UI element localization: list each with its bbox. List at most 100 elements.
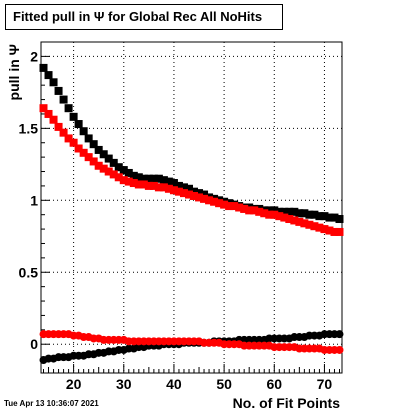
x-tick-label: 60	[266, 376, 282, 392]
data-point	[290, 207, 299, 216]
y-tick-label: 2	[30, 48, 38, 64]
data-point	[335, 227, 344, 236]
data-point	[255, 207, 264, 216]
data-point	[99, 150, 108, 159]
data-point	[330, 227, 339, 236]
data-point	[54, 86, 63, 95]
chart-title: Fitted pull in Ψ for Global Rec All NoHi…	[5, 4, 283, 30]
data-point	[114, 173, 123, 182]
x-tick-label: 40	[166, 376, 182, 392]
data-point	[129, 171, 138, 180]
data-point	[250, 206, 259, 215]
data-point	[260, 209, 269, 218]
data-point	[295, 209, 304, 218]
data-point	[159, 176, 168, 185]
data-point	[240, 204, 249, 213]
data-point	[325, 226, 334, 235]
data-point	[99, 164, 108, 173]
data-point	[265, 210, 274, 219]
data-point	[184, 190, 193, 199]
y-tick-label: 1.5	[19, 120, 39, 136]
data-point	[195, 193, 204, 202]
data-point	[265, 206, 274, 215]
series-4	[39, 330, 344, 354]
data-point	[325, 213, 334, 222]
data-point	[215, 199, 224, 208]
data-point	[220, 200, 229, 209]
data-point	[134, 173, 143, 182]
data-point	[305, 210, 314, 219]
data-point	[320, 225, 329, 234]
axis-ticks	[41, 41, 340, 374]
series-2	[39, 104, 344, 236]
data-point	[315, 212, 324, 221]
data-point	[179, 183, 188, 192]
data-point	[149, 181, 158, 190]
x-tick-label: 20	[66, 376, 82, 392]
data-point	[210, 197, 219, 206]
data-point	[39, 63, 48, 72]
data-point	[139, 180, 148, 189]
data-point	[69, 138, 78, 147]
data-point	[44, 71, 53, 80]
data-point	[149, 174, 158, 183]
data-point	[119, 166, 128, 175]
data-point	[124, 168, 133, 177]
data-point	[275, 207, 284, 216]
data-point	[129, 179, 138, 188]
data-point	[310, 210, 319, 219]
data-point	[54, 122, 63, 131]
data-point	[59, 128, 68, 137]
data-point	[295, 217, 304, 226]
data-point	[119, 176, 128, 185]
data-point	[89, 140, 98, 149]
data-point	[104, 167, 113, 176]
data-point	[109, 158, 118, 167]
data-point	[124, 177, 133, 186]
data-point	[44, 109, 53, 118]
y-tick-label: 0	[30, 336, 38, 352]
data-point	[305, 220, 314, 229]
data-point	[190, 187, 199, 196]
data-point	[64, 104, 73, 113]
data-point	[335, 345, 344, 354]
data-point	[144, 174, 153, 183]
data-point	[84, 134, 93, 143]
data-point	[320, 212, 329, 221]
data-point	[64, 134, 73, 143]
data-point	[300, 219, 309, 228]
data-point	[315, 223, 324, 232]
data-point	[164, 177, 173, 186]
data-points	[39, 63, 344, 365]
data-point	[89, 157, 98, 166]
y-axis-label: pull in Ψ	[6, 44, 22, 100]
data-point	[164, 184, 173, 193]
data-point	[275, 212, 284, 221]
data-point	[270, 210, 279, 219]
y-tick-label: 1	[30, 192, 38, 208]
data-point	[159, 183, 168, 192]
x-tick-label: 70	[317, 376, 333, 392]
data-point	[285, 215, 294, 224]
data-point	[169, 179, 178, 188]
data-point	[195, 189, 204, 198]
data-point	[144, 181, 153, 190]
data-point	[235, 203, 244, 212]
data-point	[139, 174, 148, 183]
data-point	[74, 120, 83, 129]
data-point	[245, 206, 254, 215]
data-point	[94, 145, 103, 154]
data-point	[280, 207, 289, 216]
data-point	[114, 163, 123, 172]
data-point	[174, 181, 183, 190]
x-tick-label: 30	[116, 376, 132, 392]
data-point	[79, 127, 88, 136]
x-tick-label: 50	[216, 376, 232, 392]
data-point	[200, 194, 209, 203]
data-point	[270, 206, 279, 215]
data-point	[290, 216, 299, 225]
data-point	[94, 161, 103, 170]
data-point	[310, 222, 319, 231]
x-axis-label: No. of Fit Points	[233, 395, 341, 411]
